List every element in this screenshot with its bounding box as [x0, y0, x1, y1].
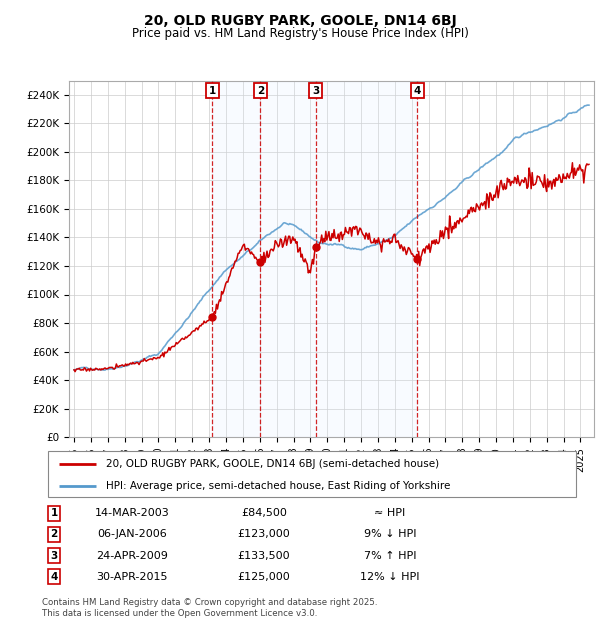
Text: £84,500: £84,500: [241, 508, 287, 518]
Text: 20, OLD RUGBY PARK, GOOLE, DN14 6BJ: 20, OLD RUGBY PARK, GOOLE, DN14 6BJ: [143, 14, 457, 28]
Text: 4: 4: [50, 572, 58, 582]
Text: 14-MAR-2003: 14-MAR-2003: [95, 508, 169, 518]
Text: £133,500: £133,500: [238, 551, 290, 560]
Text: 9% ↓ HPI: 9% ↓ HPI: [364, 529, 416, 539]
Text: 24-APR-2009: 24-APR-2009: [96, 551, 168, 560]
Text: 3: 3: [50, 551, 58, 560]
Text: 30-APR-2015: 30-APR-2015: [96, 572, 168, 582]
Text: 3: 3: [312, 86, 319, 95]
Text: HPI: Average price, semi-detached house, East Riding of Yorkshire: HPI: Average price, semi-detached house,…: [106, 480, 451, 490]
Text: 06-JAN-2006: 06-JAN-2006: [97, 529, 167, 539]
Text: 12% ↓ HPI: 12% ↓ HPI: [360, 572, 420, 582]
Text: ≈ HPI: ≈ HPI: [374, 508, 406, 518]
Text: Price paid vs. HM Land Registry's House Price Index (HPI): Price paid vs. HM Land Registry's House …: [131, 27, 469, 40]
Text: £125,000: £125,000: [238, 572, 290, 582]
Text: 7% ↑ HPI: 7% ↑ HPI: [364, 551, 416, 560]
Text: 1: 1: [209, 86, 216, 95]
Text: 20, OLD RUGBY PARK, GOOLE, DN14 6BJ (semi-detached house): 20, OLD RUGBY PARK, GOOLE, DN14 6BJ (sem…: [106, 459, 439, 469]
Text: 1: 1: [50, 508, 58, 518]
Text: £123,000: £123,000: [238, 529, 290, 539]
Text: 4: 4: [413, 86, 421, 95]
Bar: [212, 81, 417, 437]
FancyBboxPatch shape: [48, 451, 576, 497]
Text: 2: 2: [50, 529, 58, 539]
Text: 2: 2: [257, 86, 264, 95]
Text: Contains HM Land Registry data © Crown copyright and database right 2025.
This d: Contains HM Land Registry data © Crown c…: [42, 598, 377, 618]
